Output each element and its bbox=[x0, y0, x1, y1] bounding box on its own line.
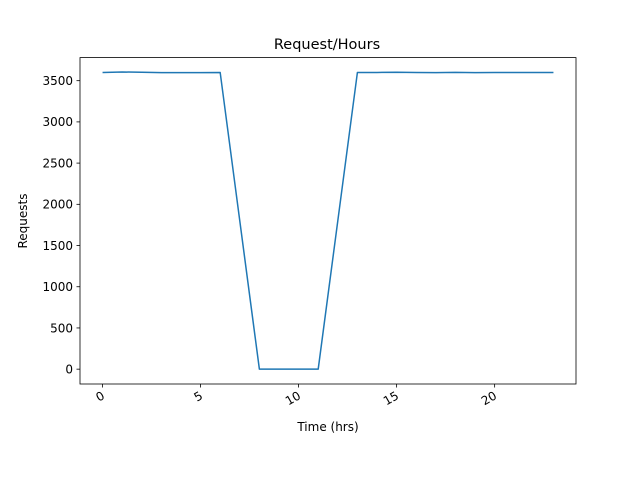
x-tick-label: 15 bbox=[381, 388, 401, 408]
y-tick-label: 3000 bbox=[42, 115, 73, 129]
series-line bbox=[102, 71, 554, 370]
y-tick-label: 500 bbox=[50, 321, 73, 335]
y-tick-label: 2500 bbox=[42, 156, 73, 170]
x-axis-label: Time (hrs) bbox=[296, 420, 358, 434]
plot-area-frame bbox=[79, 57, 577, 385]
y-axis-ticks: 0 500 1000 1500 2000 2500 3000 3500 bbox=[42, 74, 80, 376]
x-tick-label: 10 bbox=[283, 388, 303, 408]
x-tick-label: 5 bbox=[191, 388, 205, 404]
y-tick-label: 3500 bbox=[42, 74, 73, 88]
y-tick-label: 0 bbox=[65, 362, 73, 376]
chart-title: Request/Hours bbox=[274, 37, 380, 53]
y-tick-label: 1000 bbox=[42, 280, 73, 294]
y-tick-label: 2000 bbox=[42, 198, 73, 212]
x-tick-label: 0 bbox=[93, 388, 107, 404]
y-axis-label: Requests bbox=[16, 194, 30, 249]
x-axis-ticks: 0 5 10 15 20 bbox=[93, 384, 499, 408]
y-tick-label: 1500 bbox=[42, 239, 73, 253]
x-tick-label: 20 bbox=[479, 388, 499, 408]
